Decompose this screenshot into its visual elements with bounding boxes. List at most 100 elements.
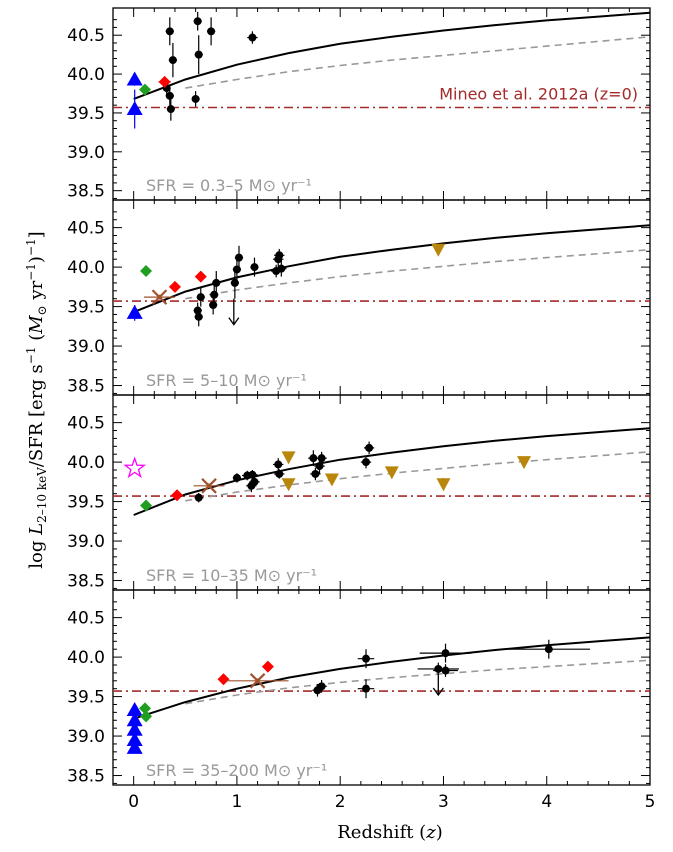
data-point-triangle-up [126, 89, 143, 129]
svg-text:Redshift (z): Redshift (z) [337, 822, 442, 843]
diamond-marker [139, 83, 152, 96]
circle-marker [194, 493, 203, 502]
triangle-up-marker [126, 702, 143, 716]
circle-marker [250, 477, 259, 486]
panel-1: 38.5 39.0 39.5 40.0 40.5 SFR = 0.3–5 M⊙ yr⁻¹ M… [67, 7, 651, 202]
circle-marker [165, 91, 174, 100]
triangle-up-marker [126, 739, 143, 754]
data-point-circle [357, 679, 375, 699]
panel-label: SFR = 35–200 M⊙ yr⁻¹ [146, 761, 327, 780]
x-marker [249, 673, 266, 689]
data-point-circle [363, 441, 375, 455]
triangle-up-marker [126, 304, 143, 319]
circle-marker [234, 253, 243, 262]
x-tick-label: 1 [232, 792, 243, 812]
panel-label: SFR = 10–35 M⊙ yr⁻¹ [146, 566, 317, 585]
triangle-down-marker [384, 466, 399, 480]
diamond-marker [140, 265, 153, 278]
y-tick-label: 39.0 [67, 727, 105, 747]
data-point-circle [194, 492, 203, 503]
triangle-up-marker [126, 732, 143, 746]
data-point-circle [194, 307, 203, 327]
diamond-marker [194, 270, 207, 283]
circle-marker [194, 312, 203, 321]
star-marker [123, 456, 147, 479]
y-tick-label: 40.0 [67, 65, 105, 85]
data-point-diamond-green [140, 710, 153, 723]
data-point-stack-x [193, 478, 225, 494]
circle-marker [317, 454, 326, 463]
y-tick-label: 39.5 [67, 493, 105, 513]
data-point-triangle-up [126, 712, 143, 727]
diamond-marker [168, 280, 181, 293]
circle-marker [193, 17, 202, 26]
y-axis-title: log L2–10 keV/SFR [erg s−1 (M⊙ yr−1)−1] [24, 231, 49, 568]
circle-marker [207, 27, 216, 36]
panel-frame [112, 7, 651, 201]
data-point-circle [209, 295, 218, 315]
model-solid-curve [133, 11, 651, 100]
data-point-circle [232, 473, 242, 483]
circle-marker [544, 645, 553, 654]
y-tick-label: 39.5 [67, 298, 105, 318]
y-tick-label: 40.0 [67, 648, 105, 668]
circle-marker [191, 94, 200, 103]
data-point-circle [273, 458, 284, 471]
triangle-down-marker [517, 456, 532, 470]
panel-frame [112, 589, 651, 786]
data-point-circle [274, 469, 285, 479]
data-point-circle [194, 35, 203, 75]
y-tick-label: 39.5 [67, 104, 105, 124]
data-point-circle [196, 287, 205, 307]
y-tick-label: 40.0 [67, 453, 105, 473]
diamond-marker [140, 710, 153, 723]
circle-marker [275, 251, 284, 260]
circle-marker [315, 462, 324, 471]
triangle-down-marker [281, 451, 296, 465]
data-point-triangle-up [126, 702, 143, 716]
chart-panels: 38.5 39.0 39.5 40.0 40.5 SFR = 0.3–5 M⊙ yr⁻¹ M… [67, 7, 655, 812]
circle-marker [362, 458, 371, 467]
data-point-diamond-red [194, 270, 207, 283]
circle-marker [194, 50, 203, 59]
y-tick-label: 38.5 [67, 572, 105, 592]
circle-marker [277, 264, 286, 273]
triangle-up-marker [126, 721, 143, 736]
y-tick-label: 39.0 [67, 337, 105, 357]
data-point-circle [507, 639, 591, 659]
x-tick-label: 0 [128, 792, 139, 812]
triangle-up-marker [126, 71, 143, 86]
diamond-marker [171, 489, 184, 502]
data-point-diamond-red [158, 75, 171, 88]
y-tick-label: 40.5 [67, 219, 105, 239]
data-point-upper-limit [228, 298, 240, 326]
circle-marker [248, 470, 257, 479]
panel-label: SFR = 5–10 M⊙ yr⁻¹ [146, 371, 307, 390]
data-point-diamond-green [139, 702, 152, 715]
circle-marker [309, 454, 318, 463]
y-tick-label: 40.5 [67, 26, 105, 46]
x-marker [201, 478, 217, 494]
data-point-diamond-red [171, 489, 184, 502]
data-point-circle [249, 476, 260, 488]
panel-3: 38.5 39.0 39.5 40.0 40.5 SFR = 10–35 M⊙ yr⁻¹ [67, 394, 651, 592]
panel-frame [112, 199, 651, 396]
data-point-upper-limit [432, 668, 444, 697]
diamond-marker [217, 673, 230, 686]
data-point-triangle-up [126, 304, 143, 321]
data-point-circle [234, 245, 244, 270]
circle-marker [166, 105, 175, 114]
data-point-circle [166, 97, 175, 121]
circle-marker [441, 666, 450, 675]
x-tick-label: 3 [438, 792, 449, 812]
data-point-circle [193, 11, 202, 31]
triangle-down-marker [431, 243, 446, 257]
data-point-diamond-green [139, 83, 152, 96]
circle-marker [317, 682, 326, 691]
circle-marker [209, 301, 218, 309]
y-tick-label: 38.5 [67, 182, 105, 202]
data-point-triangle-up [126, 732, 143, 746]
circle-marker [362, 654, 371, 663]
model-dashed-curve [185, 451, 651, 502]
data-point-triangle-down [281, 478, 296, 492]
